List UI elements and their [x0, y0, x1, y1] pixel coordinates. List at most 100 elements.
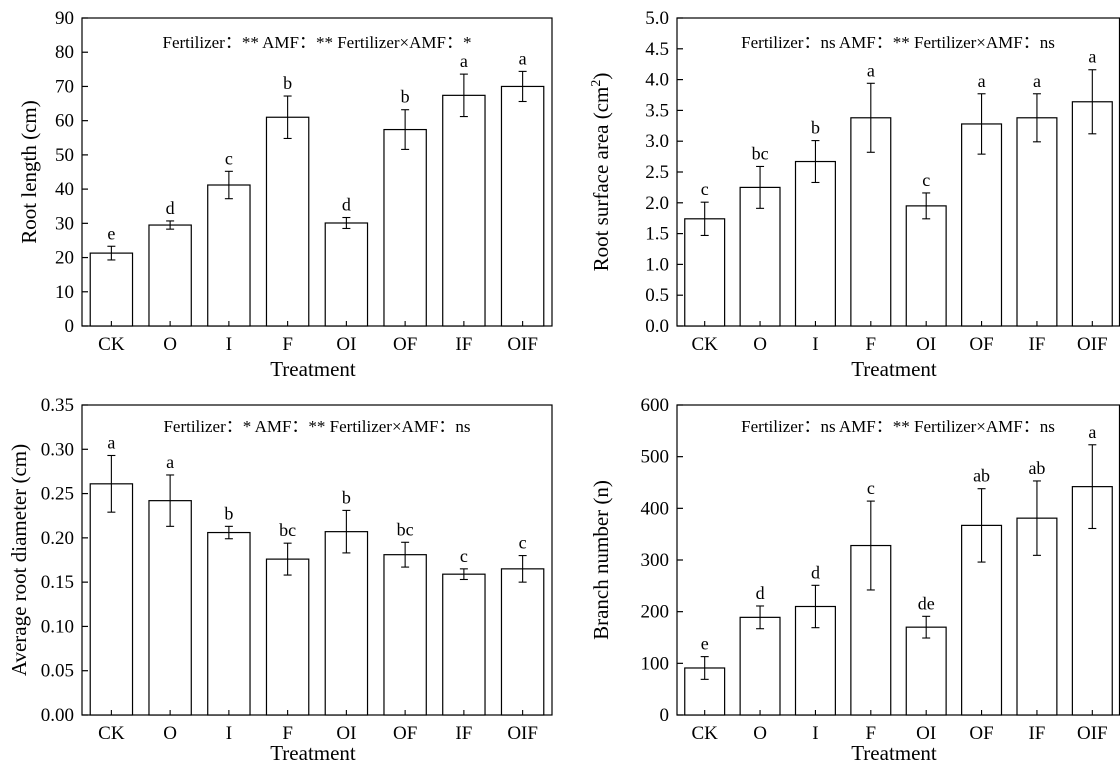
x-tick-label: IF: [1028, 334, 1045, 355]
y-tick-label: 0.0: [645, 316, 669, 337]
x-tick-label: OF: [393, 723, 417, 744]
x-tick-label: OIF: [1077, 334, 1108, 355]
y-axis-title: Root surface area (cm2): [589, 73, 613, 272]
error-bar: [342, 509, 351, 554]
x-tick-label: CK: [691, 334, 718, 355]
x-tick-label: F: [866, 334, 877, 355]
panel-root-surface-area: c bc b a c a a a 0.0 0.5 1.0 1.5 2.0 2.5 3.0 3.5 4.0 4.5…: [589, 8, 1120, 381]
error-bar: [166, 474, 175, 527]
y-tick-label: 2.5: [645, 162, 669, 183]
bar: [500, 85, 545, 327]
y-tick-label: 1.5: [645, 224, 669, 245]
significance-letter: b: [401, 87, 410, 107]
bar: [1016, 117, 1058, 327]
error-bar: [401, 541, 410, 568]
bar: [500, 568, 545, 716]
significance-letter: a: [460, 51, 468, 71]
x-tick-label: O: [163, 723, 177, 744]
y-tick-label: 0.5: [645, 285, 669, 306]
x-tick-label: F: [282, 723, 293, 744]
x-axis-title: Treatment: [851, 357, 937, 381]
significance-letter: b: [342, 487, 351, 507]
error-bar: [977, 93, 986, 155]
bar: [383, 128, 427, 327]
bar: [905, 205, 947, 327]
y-tick-label: 3.0: [645, 131, 669, 152]
x-tick-label: F: [282, 334, 293, 355]
y-tick-label: 90: [55, 8, 74, 29]
y-tick-label: 3.5: [645, 100, 669, 121]
x-tick-label: OI: [916, 334, 936, 355]
x-tick-label: IF: [455, 723, 472, 744]
y-tick-label: 50: [55, 145, 74, 166]
bar: [383, 554, 427, 716]
y-tick-label: 4.5: [645, 39, 669, 60]
plot-frame: [81, 404, 553, 716]
y-tick-label: 2.0: [645, 193, 669, 214]
error-bar: [1088, 69, 1097, 135]
x-tick-label: OI: [336, 723, 356, 744]
y-tick-label: 0: [660, 705, 670, 726]
error-bar: [866, 500, 875, 591]
error-bar: [401, 109, 410, 150]
x-tick-label: IF: [1028, 723, 1045, 744]
significance-letter: bc: [279, 520, 296, 540]
x-tick-label: OI: [336, 334, 356, 355]
error-bar: [811, 584, 820, 629]
x-tick-label: OIF: [507, 334, 538, 355]
bar: [265, 558, 310, 716]
x-tick-label: CK: [98, 723, 125, 744]
significance-letter: a: [107, 432, 115, 452]
bar: [442, 94, 486, 327]
anova-annotation: Fertilizer：* AMF：** Fertilizer×AMF：ns: [163, 417, 470, 436]
x-tick-label: OIF: [507, 723, 538, 744]
bar: [794, 160, 836, 327]
significance-letter: de: [918, 593, 935, 613]
y-tick-label: 40: [55, 179, 74, 200]
error-bar: [518, 555, 527, 583]
significance-letter: e: [107, 223, 115, 243]
y-tick-label: 10: [55, 282, 74, 303]
error-bar: [459, 568, 468, 581]
x-tick-label: I: [812, 723, 818, 744]
significance-letter: bc: [397, 519, 414, 539]
anova-annotation: Fertilizer：ns AMF：** Fertilizer×AMF：ns: [741, 33, 1055, 52]
significance-letter: c: [460, 546, 468, 566]
y-tick-label: 500: [641, 447, 670, 468]
bar: [684, 218, 726, 327]
error-bar: [811, 140, 820, 184]
y-tick-label: 300: [641, 550, 670, 571]
error-bar: [922, 615, 931, 639]
significance-letter: e: [701, 634, 709, 654]
y-tick-label: 0.25: [41, 484, 74, 505]
error-bar: [1032, 480, 1041, 556]
y-tick-label: 60: [55, 111, 74, 132]
y-tick-label: 400: [641, 498, 670, 519]
y-tick-label: 600: [641, 395, 670, 416]
bar: [89, 252, 134, 327]
y-tick-label: 80: [55, 42, 74, 63]
y-tick-label: 100: [641, 653, 670, 674]
y-tick-label: 0.15: [41, 572, 74, 593]
error-bar: [518, 70, 527, 103]
x-axis-title: Treatment: [270, 357, 356, 381]
bar: [148, 224, 192, 327]
bar: [207, 184, 251, 327]
x-tick-label: O: [753, 723, 767, 744]
significance-letter: a: [867, 60, 875, 80]
error-bar: [1032, 93, 1041, 143]
bar: [1071, 101, 1113, 327]
y-tick-label: 20: [55, 248, 74, 269]
error-bar: [224, 525, 233, 540]
significance-letter: ab: [1028, 458, 1045, 478]
anova-annotation: Fertilizer：ns AMF：** Fertilizer×AMF：ns: [741, 417, 1055, 436]
error-bar: [922, 192, 931, 220]
error-bar: [700, 656, 709, 680]
bar: [148, 500, 192, 716]
significance-letter: d: [756, 583, 765, 603]
x-tick-label: CK: [98, 334, 125, 355]
bar: [265, 116, 310, 327]
x-tick-label: OI: [916, 723, 936, 744]
